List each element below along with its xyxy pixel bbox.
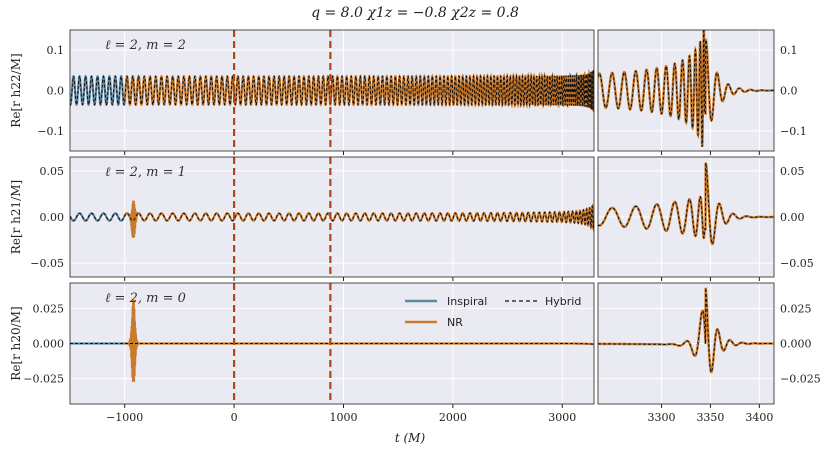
y-axis-label: Re[r h22/M] xyxy=(9,53,23,127)
hybrid-series-zoom xyxy=(598,162,774,245)
y-tick-label-right: −0.05 xyxy=(780,257,814,270)
hybrid-series xyxy=(70,343,594,345)
nr-series xyxy=(123,200,594,239)
main-panel-frame xyxy=(69,29,595,152)
y-tick-label-right: 0.025 xyxy=(780,302,812,315)
x-axis-label: t (M) xyxy=(395,431,426,445)
x-tick-label: 3400 xyxy=(745,411,773,424)
x-tick-label: 0 xyxy=(231,411,238,424)
y-tick-label: −0.05 xyxy=(30,257,64,270)
y-tick-label: 0.000 xyxy=(33,338,65,351)
y-axis-label: Re[r h20/M] xyxy=(9,306,23,380)
y-tick-label: −0.1 xyxy=(37,125,64,138)
y-tick-label-right: 0.1 xyxy=(780,44,798,57)
mode-label: ℓ = 2, m = 2 xyxy=(105,38,186,53)
y-tick-label: −0.025 xyxy=(23,373,64,386)
y-tick-label: 0.00 xyxy=(40,211,65,224)
y-axis-label: Re[r h21/M] xyxy=(9,180,23,254)
hybrid-series-zoom xyxy=(598,30,774,147)
x-tick-label: 3300 xyxy=(648,411,676,424)
x-tick-label: 2000 xyxy=(439,411,467,424)
y-tick-label-right: 0.05 xyxy=(780,165,805,178)
zoom-panel-frame xyxy=(597,29,775,152)
mode-label: ℓ = 2, m = 0 xyxy=(105,291,186,306)
y-tick-label: 0.025 xyxy=(33,302,65,315)
legend-hybrid-label: Hybrid xyxy=(545,295,581,308)
y-tick-label: 0.05 xyxy=(40,165,65,178)
hybrid-series xyxy=(70,70,594,112)
figure-title: q = 8.0 χ1z = −0.8 χ2z = 0.8 xyxy=(311,5,519,21)
x-tick-label: −1000 xyxy=(106,411,143,424)
zoom-panel-frame xyxy=(597,282,775,405)
y-tick-label-right: −0.1 xyxy=(780,125,807,138)
hybrid-series-zoom xyxy=(598,287,774,373)
x-tick-label: 3000 xyxy=(548,411,576,424)
y-tick-label-right: −0.025 xyxy=(780,373,821,386)
legend: Inspiral Hybrid NR xyxy=(405,295,581,329)
x-tick-label: 1000 xyxy=(329,411,357,424)
y-tick-label: 0.1 xyxy=(47,44,65,57)
main-panel-frame xyxy=(69,156,595,278)
main-panel-frame xyxy=(69,282,595,405)
x-tick-label: 3350 xyxy=(696,411,724,424)
legend-nr-label: NR xyxy=(447,316,463,329)
y-tick-label-right: 0.00 xyxy=(780,211,805,224)
legend-inspiral-label: Inspiral xyxy=(447,295,487,308)
hybrid-series xyxy=(70,204,594,231)
y-tick-label-right: 0.000 xyxy=(780,338,812,351)
mode-label: ℓ = 2, m = 1 xyxy=(105,165,186,180)
y-tick-label: 0.0 xyxy=(47,85,65,98)
y-tick-label-right: 0.0 xyxy=(780,85,798,98)
panels-group: 0.1 0.1 0.0 0.0 −0.1 −0.1 ℓ = 2, m = 2 Re[r h22… xyxy=(9,29,821,424)
zoom-panel-frame xyxy=(597,156,775,278)
